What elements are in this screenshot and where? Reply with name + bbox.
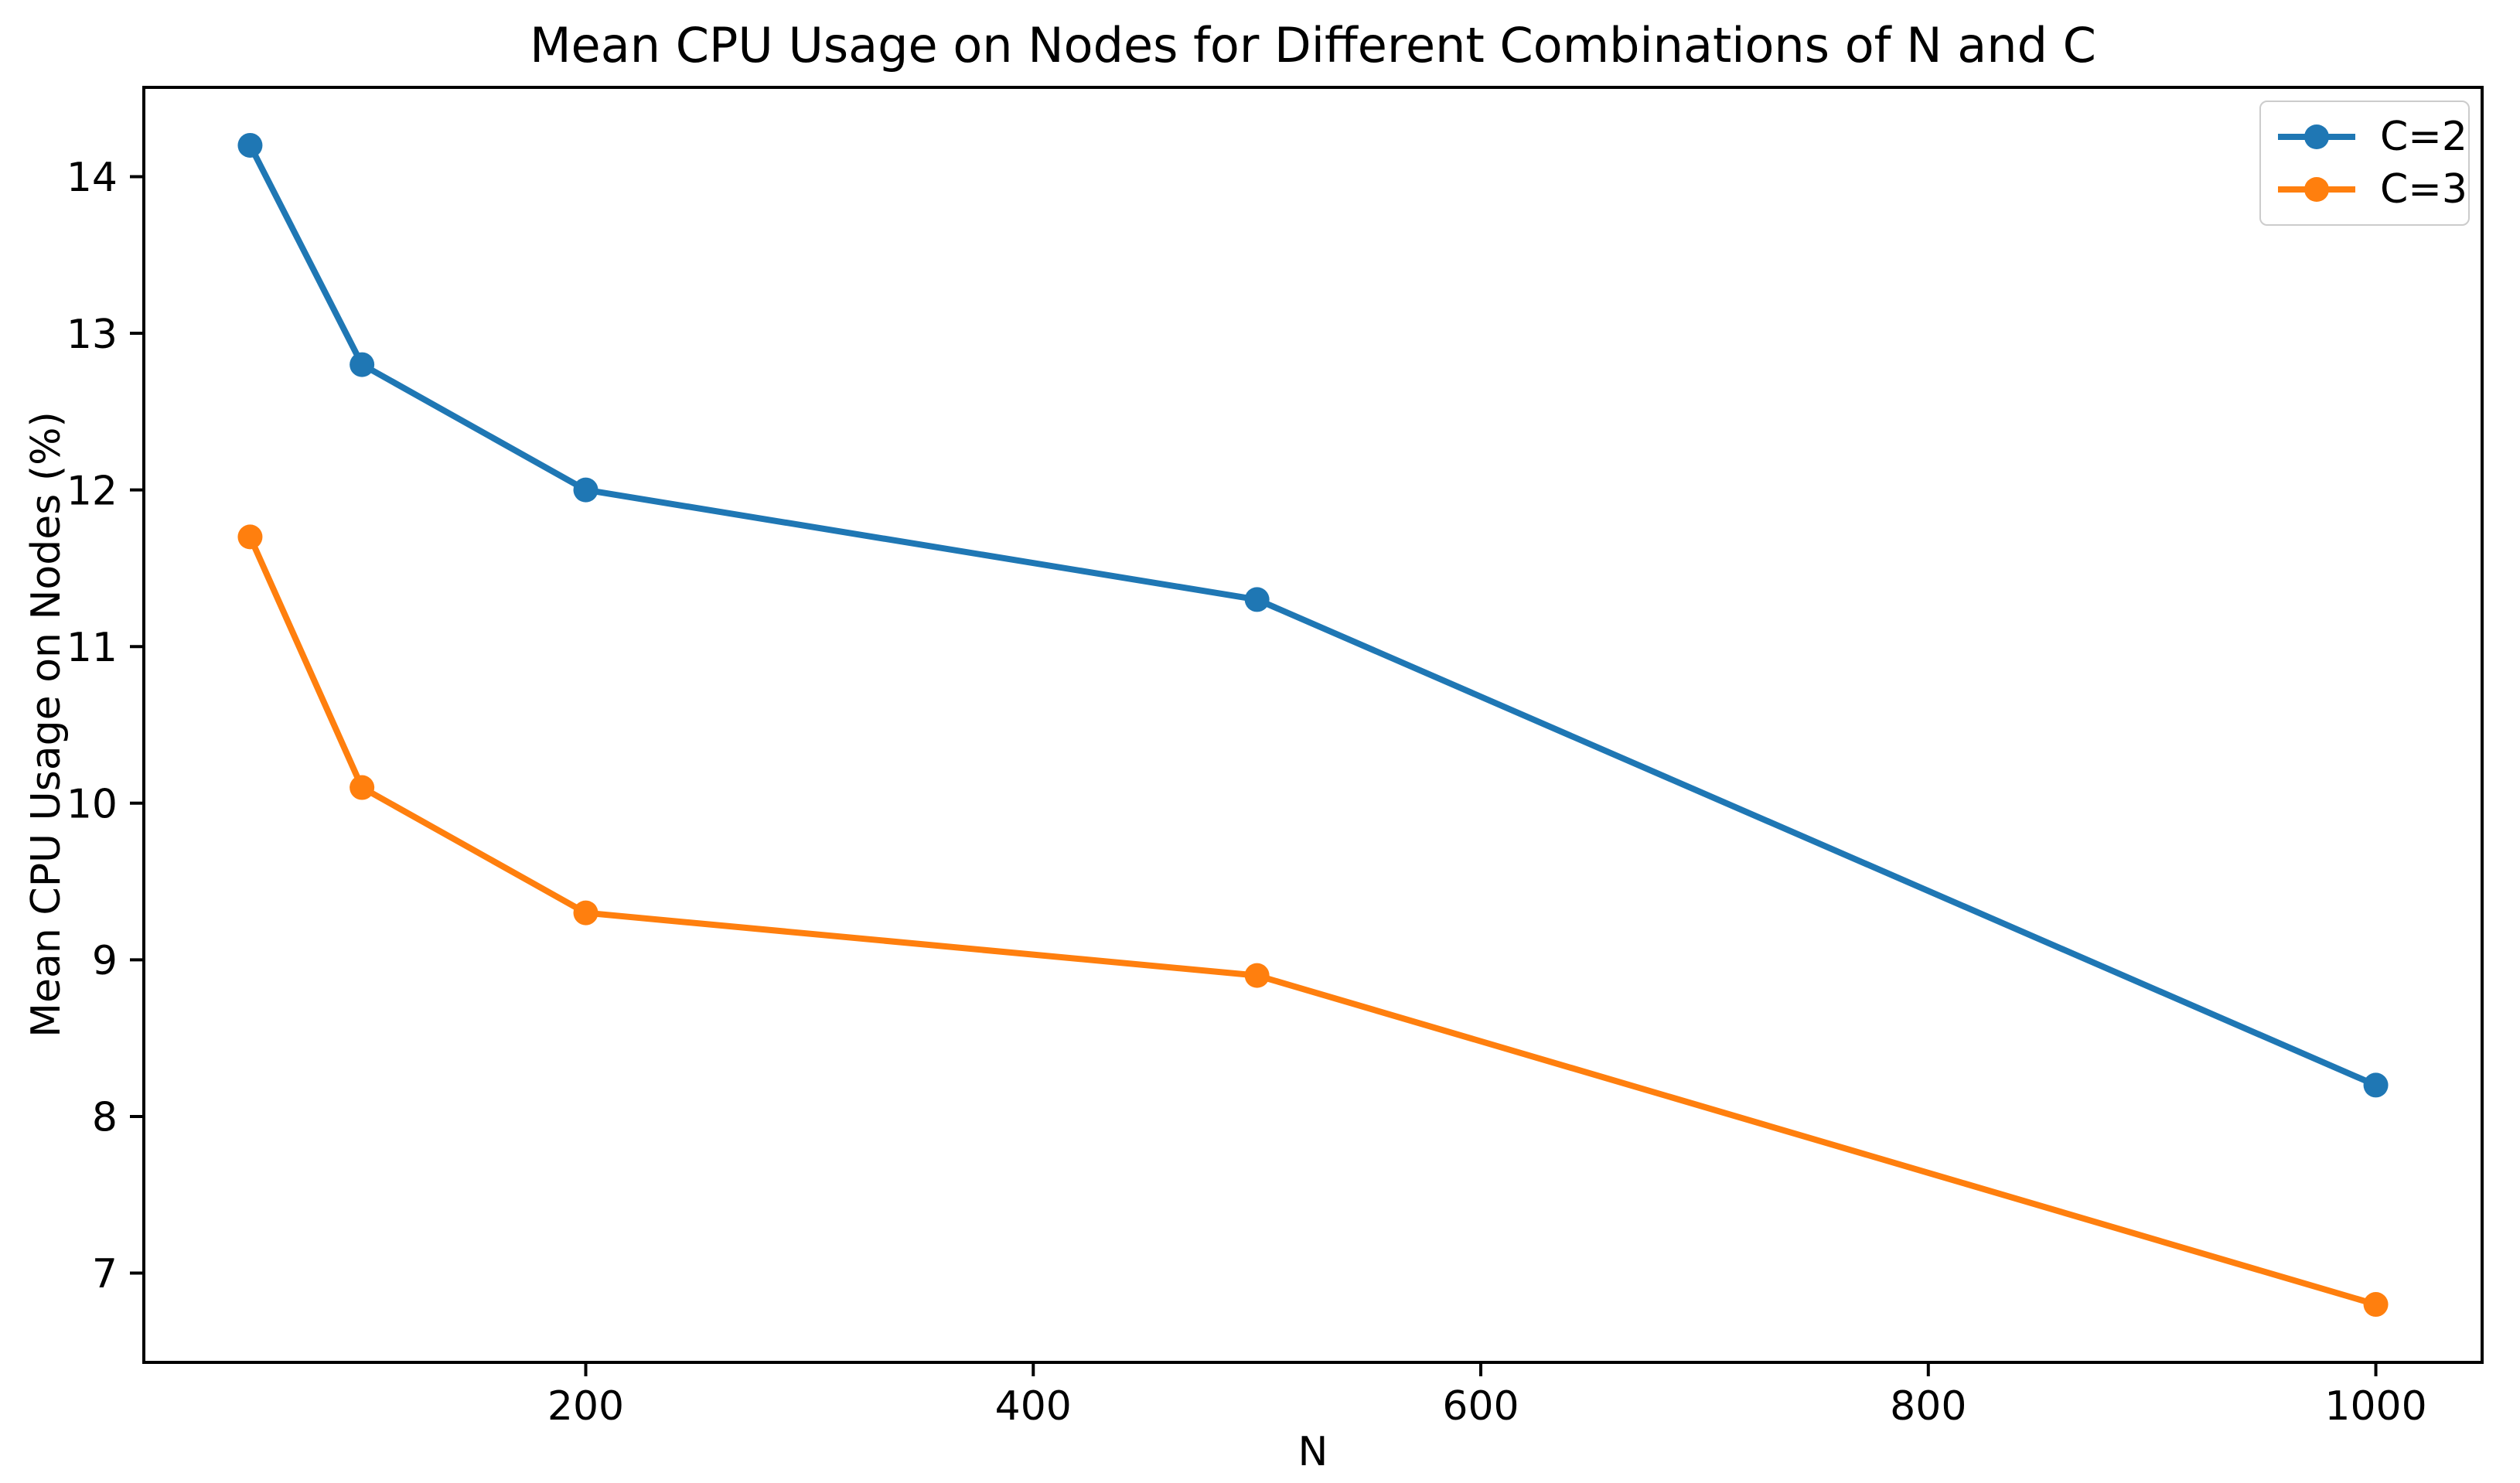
data-point-c2-n50 [237, 132, 263, 158]
legend-item-c3: C=3 [2276, 167, 2467, 212]
chart-title: Mean CPU Usage on Nodes for Different Co… [530, 17, 2096, 73]
legend-item-c2: C=2 [2276, 114, 2467, 159]
data-point-c3-n500 [1244, 963, 1270, 988]
data-point-c2-n1000 [2363, 1072, 2389, 1098]
y-tick-label: 10 [66, 782, 118, 828]
y-tick-label: 14 [66, 155, 118, 201]
x-tick-label: 400 [995, 1383, 1072, 1430]
y-tick-label: 9 [92, 938, 118, 984]
legend-line-marker-c2 [2278, 124, 2355, 149]
data-point-c2-n100 [350, 352, 375, 377]
x-tick-label: 200 [547, 1383, 624, 1430]
series-line-c2 [247, 141, 2379, 1089]
data-point-c2-n500 [1244, 587, 1270, 612]
legend: C=2 C=3 [2259, 101, 2470, 226]
data-point-c2-n200 [573, 477, 598, 503]
x-tick-label: 600 [1442, 1383, 1519, 1430]
data-point-c3-n200 [573, 900, 598, 926]
plot-frame [142, 86, 2484, 1364]
legend-line-marker-c3 [2278, 177, 2355, 202]
data-point-c3-n50 [237, 524, 263, 550]
x-tick-label: 800 [1890, 1383, 1966, 1430]
data-point-c3-n1000 [2363, 1292, 2389, 1318]
x-axis-label: N [1298, 1429, 1328, 1475]
y-tick-label: 12 [66, 468, 118, 514]
y-tick-label: 7 [92, 1251, 118, 1297]
y-tick-label: 11 [66, 625, 118, 671]
y-tick-label: 8 [92, 1095, 118, 1141]
series-line-c3 [247, 534, 2379, 1308]
data-point-c3-n100 [350, 775, 375, 800]
legend-label-c3: C=3 [2380, 166, 2467, 213]
x-tick-label: 1000 [2324, 1383, 2426, 1430]
legend-label-c2: C=2 [2380, 114, 2467, 160]
y-tick-label: 13 [66, 312, 118, 358]
